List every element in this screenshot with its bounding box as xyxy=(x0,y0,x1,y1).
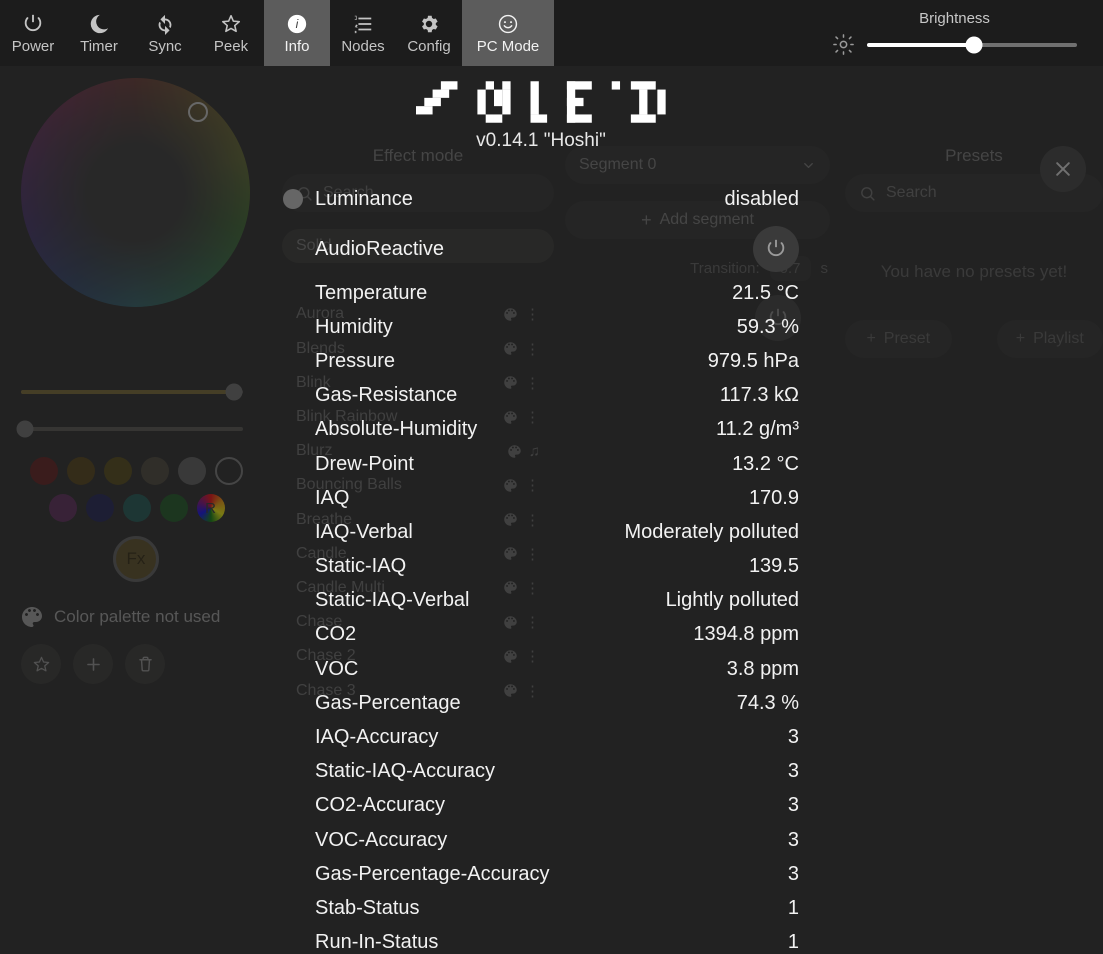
svg-text:i: i xyxy=(296,17,299,31)
